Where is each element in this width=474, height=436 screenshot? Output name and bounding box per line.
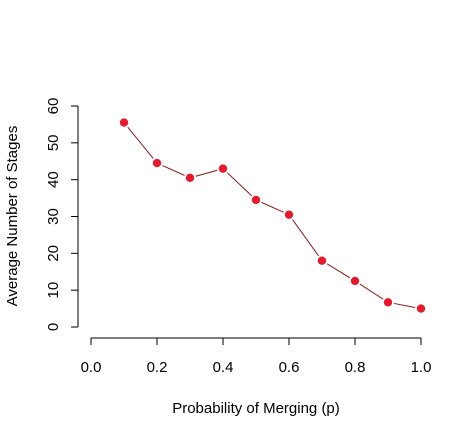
x-tick-label: 0.0 [81,359,102,376]
data-point [383,298,393,307]
x-tick-label: 1.0 [411,359,432,376]
y-tick-label: 30 [45,208,62,225]
y-tick-label: 0 [45,323,62,331]
data-point [284,210,294,219]
data-point [119,118,129,127]
x-tick-label: 0.8 [345,359,366,376]
x-tick-label: 0.6 [279,359,300,376]
y-tick-label: 60 [45,98,62,115]
x-axis-title: Probability of Merging (p) [172,400,340,417]
chart-series [119,118,426,313]
data-point [350,276,360,286]
data-point [218,164,228,173]
y-tick-label: 40 [45,171,62,188]
y-axis-title: Average Number of Stages [4,126,21,307]
y-tick-label: 10 [45,282,62,299]
data-point [317,256,327,265]
data-point [416,304,426,313]
y-tick-label: 20 [45,245,62,262]
data-point [251,195,261,205]
data-point [152,158,162,168]
y-axis: 0 10 20 30 40 50 60 [45,98,79,331]
data-point [185,173,195,183]
series-line [127,126,416,308]
x-tick-label: 0.4 [213,359,234,376]
x-tick-label: 0.2 [147,359,168,376]
x-axis: 0.0 0.2 0.4 0.6 0.8 1.0 [81,337,432,376]
y-tick-label: 50 [45,134,62,151]
